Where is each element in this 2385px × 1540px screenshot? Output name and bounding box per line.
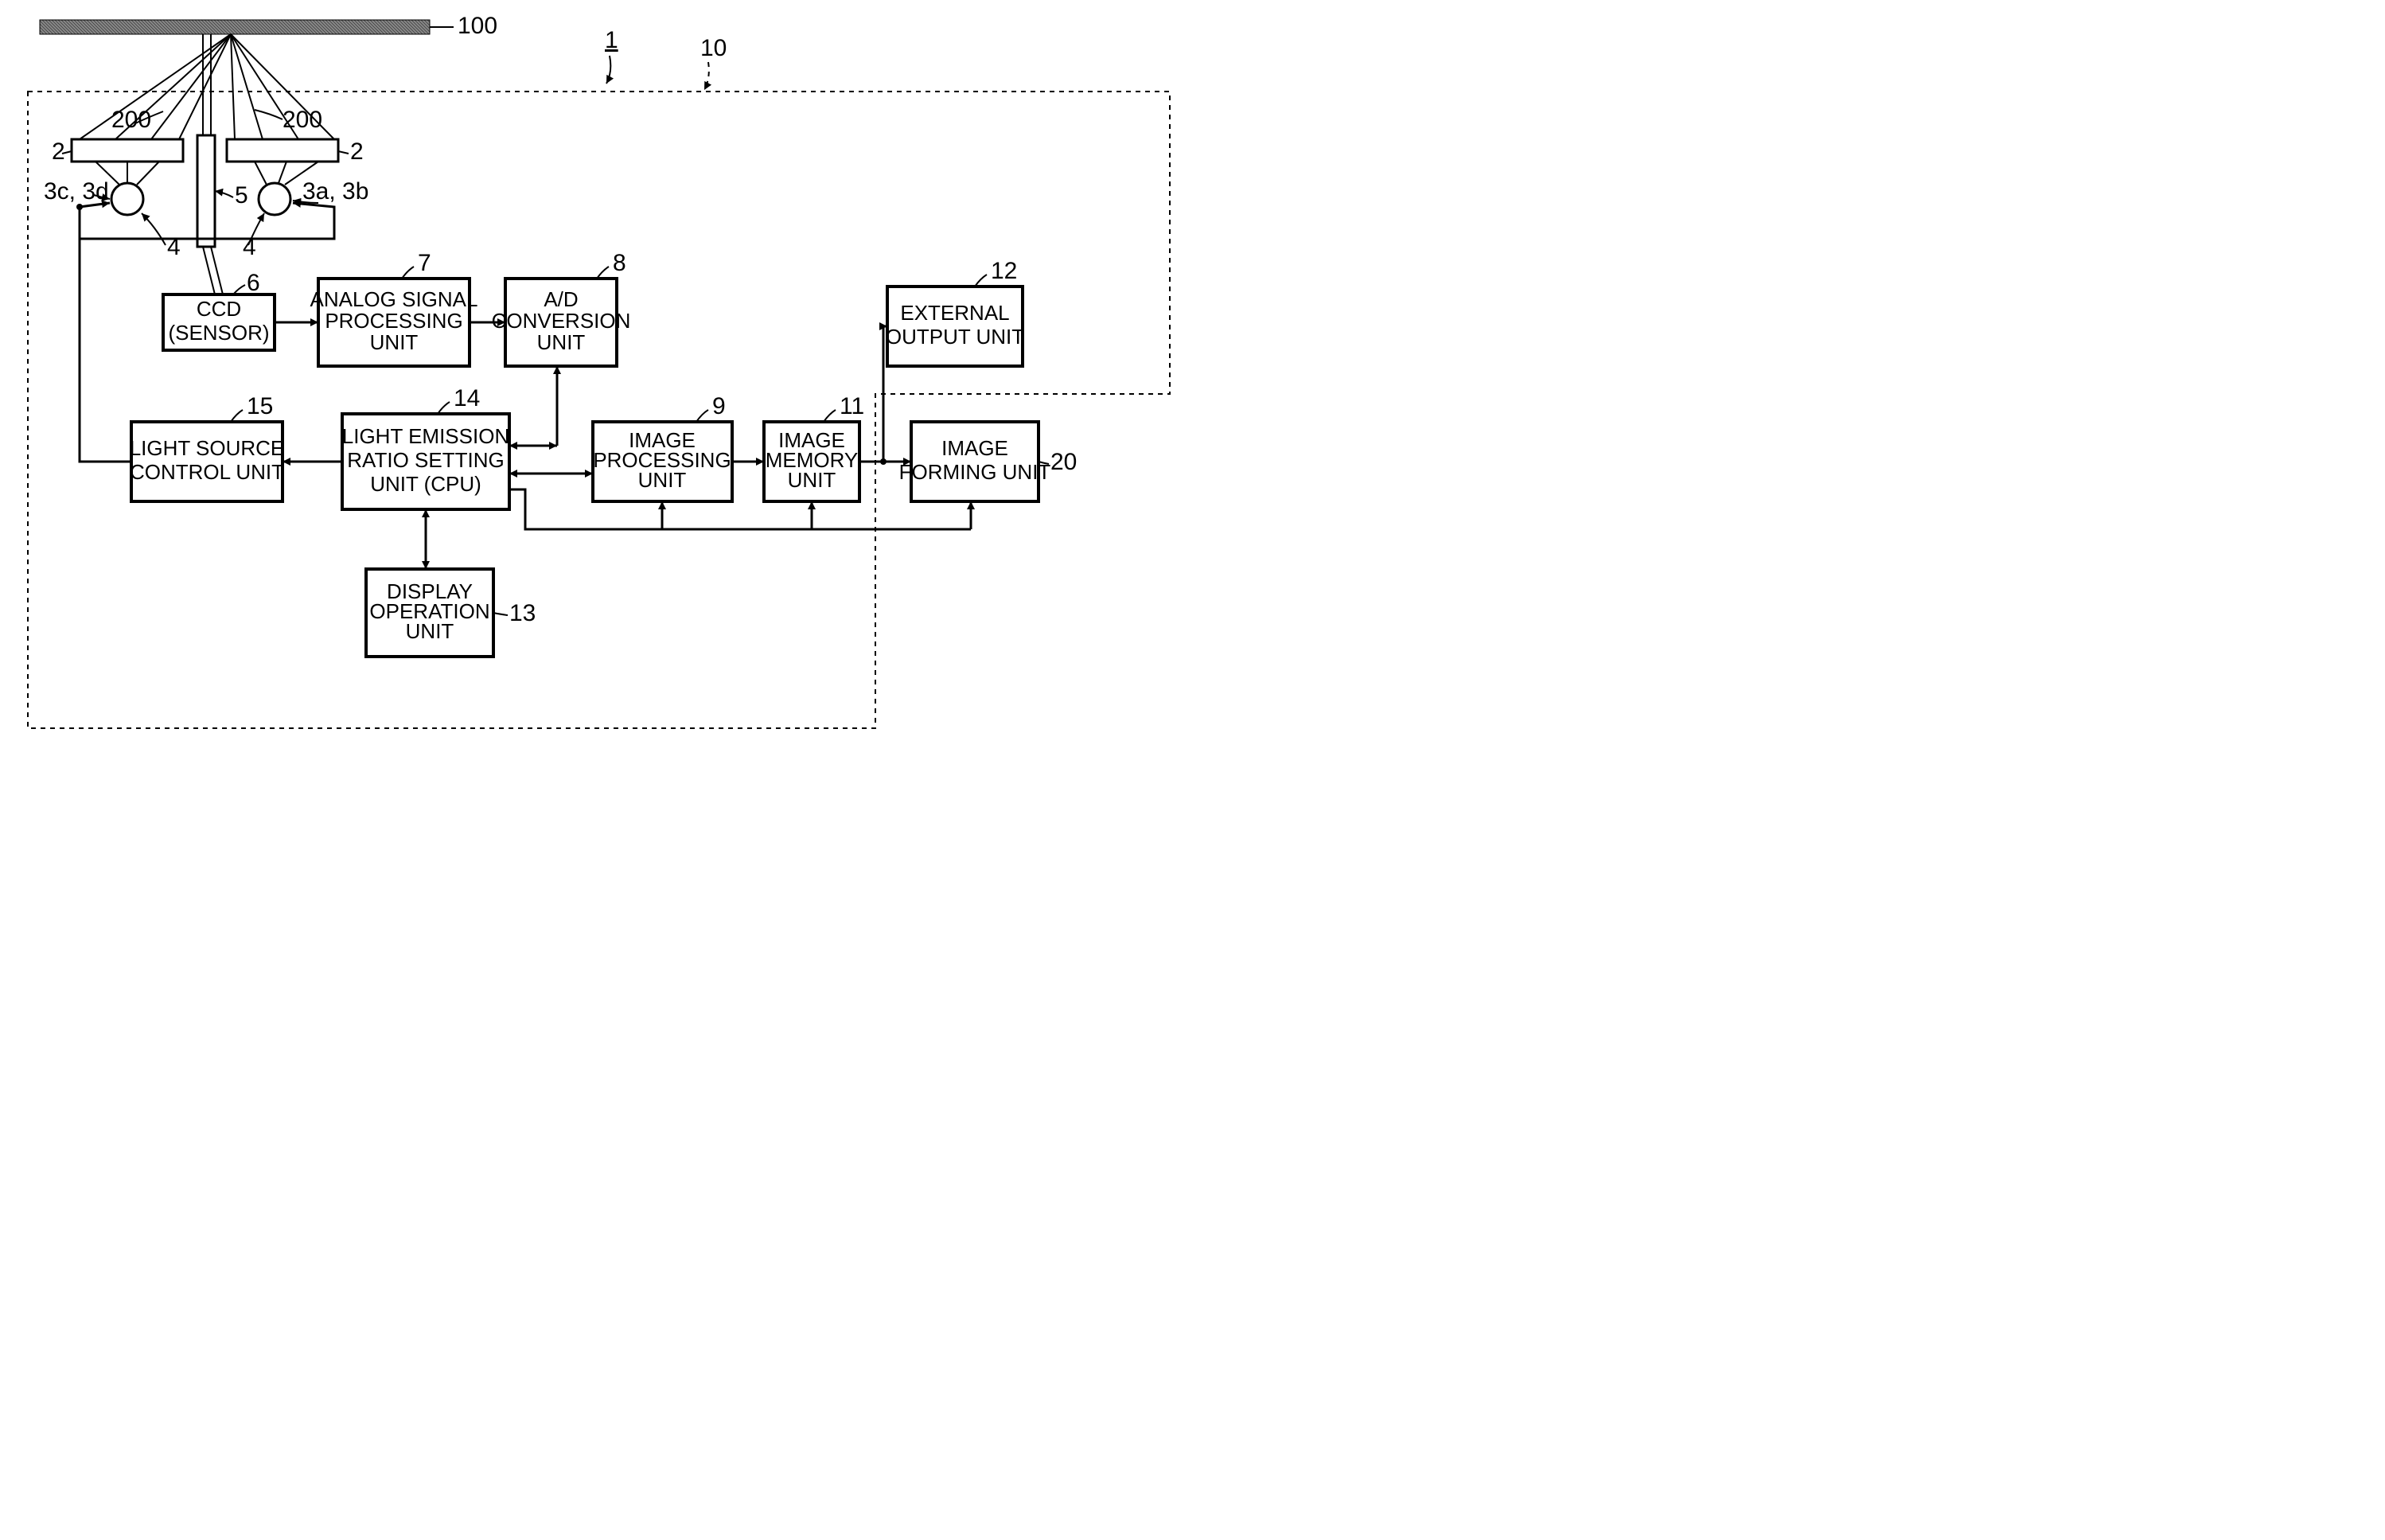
- num-3cd: 3c, 3d: [44, 178, 109, 205]
- if-l1: IMAGE: [941, 436, 1008, 460]
- leader-15: [231, 410, 243, 422]
- light-left: [111, 183, 143, 215]
- disp-l3: UNIT: [406, 619, 454, 643]
- lens-left: [72, 139, 183, 162]
- analog-l3: UNIT: [370, 330, 419, 354]
- block-diagram: 100 1 10 200 200 2 2: [0, 0, 1194, 770]
- ccd-label-2: (SENSOR): [168, 321, 269, 345]
- ad-l2: CONVERSION: [492, 309, 631, 333]
- cpu-l2: RATIO SETTING: [347, 448, 504, 472]
- num-20: 20: [1050, 449, 1077, 475]
- im-l3: UNIT: [788, 468, 836, 492]
- ccd-label-1: CCD: [197, 297, 241, 321]
- num-200b: 200: [283, 107, 322, 133]
- leader-12: [975, 275, 987, 287]
- num-12: 12: [991, 258, 1017, 284]
- leader-7: [402, 267, 414, 279]
- leader-200b: [255, 110, 283, 119]
- ext-l2: OUTPUT UNIT: [886, 325, 1024, 349]
- num-8: 8: [613, 250, 626, 276]
- leader-1: [606, 56, 610, 84]
- num-2a: 2: [52, 138, 65, 165]
- mirror: [197, 135, 215, 247]
- leader-14: [438, 402, 450, 414]
- num-1: 1: [605, 27, 618, 53]
- leader-4b: [248, 213, 264, 245]
- ad-l1: A/D: [544, 287, 578, 311]
- num-7: 7: [418, 250, 431, 276]
- analog-l2: PROCESSING: [325, 309, 462, 333]
- cpu-l3: UNIT (CPU): [370, 472, 481, 496]
- num-15: 15: [247, 393, 273, 419]
- lens-right: [227, 139, 338, 162]
- leader-11: [824, 410, 836, 422]
- cpu-l1: LIGHT EMISSION: [342, 424, 509, 448]
- conn-lsc-vert: [80, 207, 131, 462]
- num-5: 5: [235, 182, 248, 209]
- ad-l3: UNIT: [537, 330, 586, 354]
- num-6: 6: [247, 270, 260, 296]
- num-10: 10: [700, 35, 727, 61]
- num-14: 14: [454, 385, 480, 411]
- num-11: 11: [840, 393, 864, 419]
- ip-l3: UNIT: [638, 468, 687, 492]
- num-9: 9: [712, 393, 726, 419]
- leader-2b: [338, 151, 349, 154]
- leader-13: [493, 613, 508, 615]
- conn-cpu-bus: [509, 489, 971, 529]
- num-3ab: 3a, 3b: [302, 178, 368, 205]
- num-13: 13: [509, 600, 536, 626]
- leader-10: [704, 62, 709, 90]
- leader-5: [215, 191, 233, 197]
- light-right: [259, 183, 290, 215]
- ext-l1: EXTERNAL: [900, 301, 1009, 325]
- num-100: 100: [458, 13, 497, 39]
- leader-8: [597, 267, 609, 279]
- analog-l1: ANALOG SIGNAL: [310, 287, 478, 311]
- num-2b: 2: [350, 138, 364, 165]
- leader-9: [696, 410, 708, 422]
- num-200a: 200: [111, 107, 151, 133]
- if-l2: FORMING UNIT: [899, 460, 1051, 484]
- lsc-l1: LIGHT SOURCE: [130, 436, 285, 460]
- leader-4a: [142, 213, 166, 245]
- lsc-l2: CONTROL UNIT: [130, 460, 284, 484]
- document-bar: [40, 20, 430, 34]
